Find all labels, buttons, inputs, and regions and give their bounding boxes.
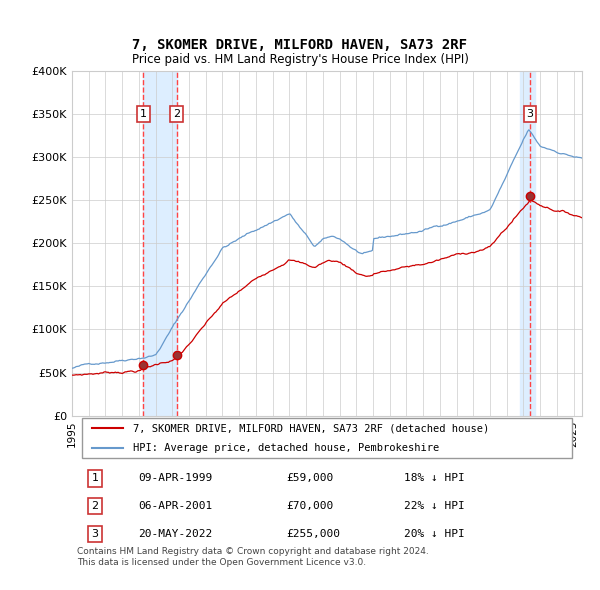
- Text: 1: 1: [91, 473, 98, 483]
- Text: 06-APR-2001: 06-APR-2001: [139, 501, 212, 511]
- Text: 2: 2: [173, 109, 180, 119]
- Text: Contains HM Land Registry data © Crown copyright and database right 2024.
This d: Contains HM Land Registry data © Crown c…: [77, 547, 429, 566]
- Text: 22% ↓ HPI: 22% ↓ HPI: [404, 501, 464, 511]
- FancyBboxPatch shape: [82, 418, 572, 458]
- Text: £255,000: £255,000: [286, 529, 340, 539]
- Text: Price paid vs. HM Land Registry's House Price Index (HPI): Price paid vs. HM Land Registry's House …: [131, 53, 469, 66]
- Text: 1: 1: [140, 109, 147, 119]
- Bar: [143, 71, 176, 415]
- Text: 3: 3: [526, 109, 533, 119]
- Bar: [520, 71, 535, 415]
- Text: 2: 2: [91, 501, 98, 511]
- Text: 09-APR-1999: 09-APR-1999: [139, 473, 212, 483]
- Text: HPI: Average price, detached house, Pembrokeshire: HPI: Average price, detached house, Pemb…: [133, 442, 439, 453]
- Text: 7, SKOMER DRIVE, MILFORD HAVEN, SA73 2RF: 7, SKOMER DRIVE, MILFORD HAVEN, SA73 2RF: [133, 38, 467, 53]
- Text: £70,000: £70,000: [286, 501, 334, 511]
- Text: 20-MAY-2022: 20-MAY-2022: [139, 529, 212, 539]
- Text: £59,000: £59,000: [286, 473, 334, 483]
- Text: 18% ↓ HPI: 18% ↓ HPI: [404, 473, 464, 483]
- Text: 20% ↓ HPI: 20% ↓ HPI: [404, 529, 464, 539]
- Text: 3: 3: [91, 529, 98, 539]
- Text: 7, SKOMER DRIVE, MILFORD HAVEN, SA73 2RF (detached house): 7, SKOMER DRIVE, MILFORD HAVEN, SA73 2RF…: [133, 423, 490, 433]
